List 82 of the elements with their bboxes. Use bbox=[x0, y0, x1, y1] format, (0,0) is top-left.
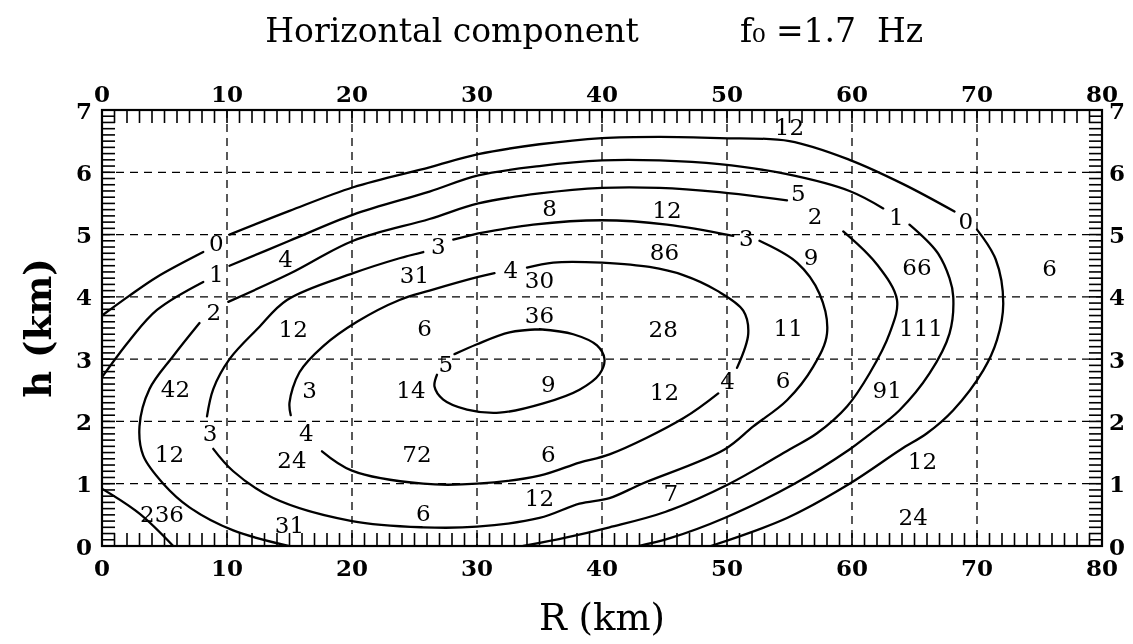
annotation: 6 bbox=[1042, 254, 1057, 281]
x2-tick-label: 50 bbox=[710, 554, 744, 581]
annotation: 30 bbox=[524, 267, 555, 294]
series-label: 2 bbox=[206, 299, 222, 326]
text: 4 bbox=[278, 245, 293, 272]
x2-tick-label: 40 bbox=[585, 554, 619, 581]
annotation: 3 bbox=[739, 225, 754, 252]
text: 3 bbox=[302, 377, 317, 404]
annotation: 86 bbox=[649, 239, 680, 266]
annotation: 72 bbox=[402, 440, 432, 467]
chart-title: Horizontal component bbox=[265, 11, 639, 50]
x2-tick-label: 20 bbox=[335, 554, 369, 581]
y-tick-label: 3 bbox=[75, 345, 92, 373]
annotation: 14 bbox=[396, 377, 426, 404]
annotation: 6 bbox=[540, 441, 556, 468]
x2-tick-label: 10 bbox=[210, 554, 244, 581]
annotation: 42 bbox=[160, 376, 191, 403]
y-axis-title: h (km) bbox=[16, 258, 60, 398]
y-tick-label: 7 bbox=[75, 96, 92, 124]
annotation: 24 bbox=[277, 446, 307, 473]
annotation: 28 bbox=[648, 316, 678, 343]
annotation: 31 bbox=[274, 511, 305, 538]
annotation: 11 bbox=[773, 315, 803, 341]
x-tick-label: 10 bbox=[210, 80, 244, 107]
x-tick-label: 60 bbox=[835, 80, 869, 107]
y2-tick-label: 3 bbox=[1109, 345, 1126, 373]
series-label: 3 bbox=[202, 419, 218, 446]
y-tick-label: 0 bbox=[75, 532, 92, 560]
annotation: 12 bbox=[524, 484, 555, 511]
y-tick-label: 5 bbox=[75, 221, 92, 249]
annotation: 12 bbox=[652, 196, 682, 223]
text: 0 bbox=[209, 230, 224, 257]
annotation: 9 bbox=[540, 371, 556, 398]
annotation: 6 bbox=[415, 499, 431, 526]
x-tick-label: 0 bbox=[93, 80, 111, 107]
y2-tick-label: 6 bbox=[1109, 158, 1126, 186]
series-label: 0 bbox=[958, 207, 974, 234]
series-label: 1 bbox=[889, 203, 904, 230]
y-tick-label: 2 bbox=[75, 407, 92, 435]
series-label: 5 bbox=[438, 351, 454, 378]
x-tick-label: 20 bbox=[335, 80, 369, 107]
y-tick-label: 1 bbox=[75, 470, 92, 498]
annotation: 5 bbox=[790, 180, 806, 207]
x-tick-label: 40 bbox=[585, 80, 619, 107]
annotation: 12 bbox=[907, 447, 938, 474]
annotation: 66 bbox=[902, 253, 932, 280]
x2-tick-label: 0 bbox=[93, 554, 111, 581]
x2-tick-label: 70 bbox=[960, 554, 994, 581]
x-axis-title: R (km) bbox=[539, 596, 665, 639]
x-tick-label: 30 bbox=[460, 80, 494, 107]
annotation: 12 bbox=[649, 378, 680, 405]
text: 2 bbox=[807, 202, 823, 229]
y2-tick-label: 5 bbox=[1109, 221, 1126, 249]
y2-tick-label: 2 bbox=[1109, 407, 1126, 435]
annotation: 236 bbox=[140, 500, 184, 527]
annotation: 9 bbox=[803, 243, 819, 270]
annotation: 8 bbox=[542, 195, 557, 222]
annotation: 12 bbox=[154, 440, 185, 467]
y-tick-label: 6 bbox=[75, 158, 92, 186]
text: 1 bbox=[209, 260, 224, 287]
annotation: 6 bbox=[775, 367, 791, 394]
annotation: 36 bbox=[524, 302, 555, 329]
annotation: 24 bbox=[898, 503, 928, 530]
series-label: 4 bbox=[720, 367, 735, 394]
x-tick-label: 50 bbox=[710, 80, 744, 107]
x2-tick-label: 30 bbox=[460, 554, 494, 581]
y2-tick-label: 4 bbox=[1109, 283, 1126, 311]
y2-tick-label: 1 bbox=[1109, 470, 1126, 498]
annotation: 111 bbox=[899, 315, 943, 341]
annotation: 7 bbox=[663, 479, 679, 506]
y-tick-label: 4 bbox=[75, 283, 92, 311]
annotation: 12 bbox=[278, 316, 308, 343]
text: 3 bbox=[430, 232, 446, 259]
annotation: 6 bbox=[417, 315, 432, 341]
x2-tick-label: 60 bbox=[835, 554, 869, 581]
text: 4 bbox=[503, 257, 519, 284]
chart-subtitle: f₀ =1.7 Hz bbox=[740, 11, 924, 50]
annotation: 91 bbox=[872, 377, 902, 404]
annotation: 12 bbox=[774, 114, 805, 141]
annotation: 31 bbox=[399, 261, 430, 288]
x-tick-label: 70 bbox=[960, 80, 994, 107]
annotation: 4 bbox=[299, 420, 314, 447]
